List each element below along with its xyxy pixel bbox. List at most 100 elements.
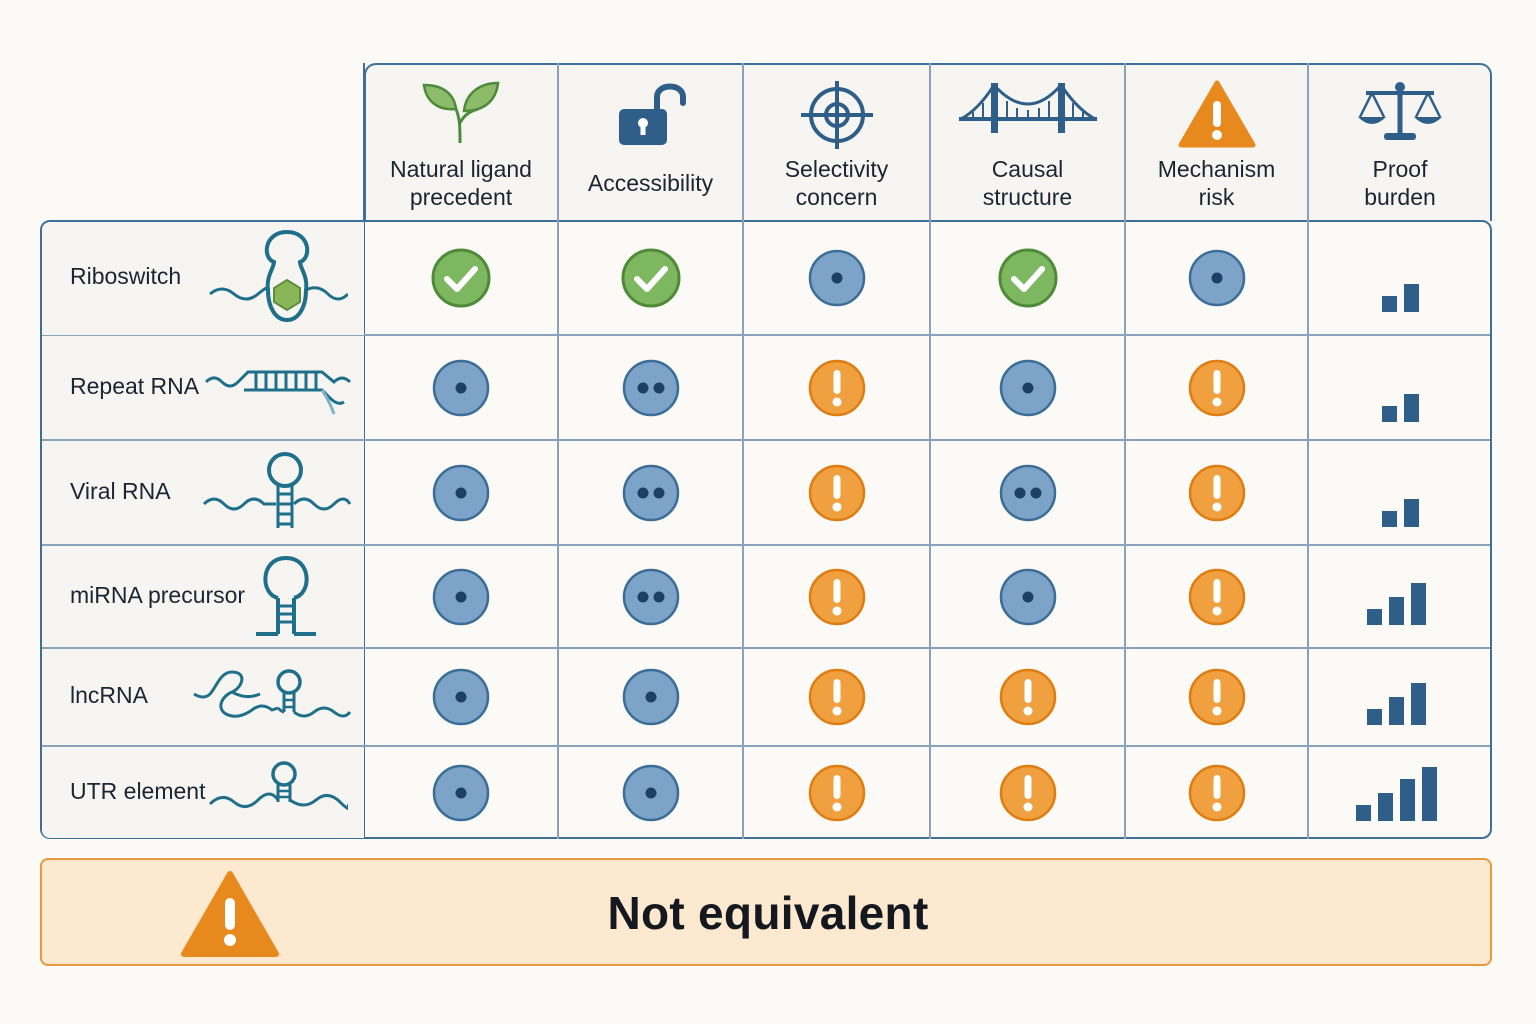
grid-vline xyxy=(363,63,365,839)
single-dot-icon xyxy=(430,357,492,424)
row-label: Repeat RNA xyxy=(70,372,200,399)
row-label: UTR element xyxy=(70,777,206,804)
check-mark-icon xyxy=(430,247,492,314)
viral-rna-glyph xyxy=(202,452,352,537)
grid-vline xyxy=(1307,63,1309,839)
proof-bar xyxy=(1411,582,1426,625)
proof-burden-bars xyxy=(1382,256,1426,317)
grid-vline xyxy=(742,63,744,839)
proof-burden-bars xyxy=(1356,765,1444,826)
single-dot-icon xyxy=(620,666,682,733)
proof-bar xyxy=(1382,405,1397,422)
column-title: Proof burden xyxy=(1364,156,1436,210)
balance-scale-icon xyxy=(1356,79,1444,148)
column-title: Accessibility xyxy=(587,170,714,196)
row-label: miRNA precursor xyxy=(70,581,246,608)
proof-bar xyxy=(1404,283,1419,312)
warning-circle-icon xyxy=(997,762,1059,829)
proof-burden-bars xyxy=(1367,669,1433,730)
column-header-proof: Proof burden xyxy=(1308,63,1492,221)
column-header-access: Accessibility xyxy=(558,63,743,221)
single-dot-icon xyxy=(1186,247,1248,314)
grid-vline xyxy=(929,63,931,839)
double-dot-icon xyxy=(620,566,682,633)
row-label: lncRNA xyxy=(70,682,148,708)
proof-burden-bars xyxy=(1367,569,1433,630)
riboswitch-glyph xyxy=(208,228,350,333)
column-header-select: Selectivity concern xyxy=(743,63,930,221)
row-label-cell xyxy=(42,747,364,838)
column-title: Mechanism risk xyxy=(1157,156,1276,210)
check-mark-icon xyxy=(997,247,1059,314)
warning-circle-icon xyxy=(1186,666,1248,733)
conclusion-banner xyxy=(40,858,1492,966)
warning-circle-icon xyxy=(806,762,868,829)
banner-text: Not equivalent xyxy=(607,887,929,939)
mirna-glyph xyxy=(252,554,322,645)
row-label-cell xyxy=(42,222,364,335)
warning-icon xyxy=(180,870,280,963)
proof-bar xyxy=(1411,683,1426,725)
column-title: Natural ligand precedent xyxy=(390,156,532,210)
grid-vline xyxy=(557,63,559,839)
column-header-mech: Mechanism risk xyxy=(1125,63,1308,221)
double-dot-icon xyxy=(620,462,682,529)
crosshair-icon xyxy=(797,79,877,156)
column-header-causal: Causal structure xyxy=(930,63,1125,221)
warning-circle-icon xyxy=(1186,357,1248,424)
row-label: Viral RNA xyxy=(70,477,171,504)
warning-circle-icon xyxy=(997,666,1059,733)
warning-circle-icon xyxy=(1186,462,1248,529)
proof-bar xyxy=(1422,766,1437,821)
proof-bar xyxy=(1367,608,1382,625)
warning-circle-icon xyxy=(806,462,868,529)
single-dot-icon xyxy=(620,762,682,829)
proof-bar xyxy=(1400,778,1415,821)
grid-hline xyxy=(42,745,1490,747)
row-label-cell xyxy=(42,441,364,544)
warning-circle-icon xyxy=(806,357,868,424)
warning-circle-icon xyxy=(806,666,868,733)
proof-bar xyxy=(1404,393,1419,422)
grid-hline xyxy=(42,544,1490,546)
row-label-cell xyxy=(42,546,364,647)
open-lock-icon xyxy=(613,79,689,152)
grid-hline xyxy=(42,439,1490,441)
utr-glyph xyxy=(208,760,351,825)
proof-bar xyxy=(1382,295,1397,312)
grid-hline xyxy=(42,647,1490,649)
single-dot-icon xyxy=(997,357,1059,424)
row-label-cell xyxy=(42,336,364,439)
check-mark-icon xyxy=(620,247,682,314)
single-dot-icon xyxy=(430,462,492,529)
warning-circle-icon xyxy=(806,566,868,633)
lncrna-glyph xyxy=(192,664,352,739)
bridge-icon xyxy=(957,79,1099,140)
single-dot-icon xyxy=(430,666,492,733)
proof-bar xyxy=(1378,792,1393,821)
column-title: Selectivity concern xyxy=(784,156,889,210)
proof-bar xyxy=(1382,510,1397,527)
single-dot-icon xyxy=(806,247,868,314)
proof-burden-bars xyxy=(1382,366,1426,427)
double-dot-icon xyxy=(620,357,682,424)
single-dot-icon xyxy=(430,762,492,829)
grid-hline xyxy=(42,334,1490,336)
double-dot-icon xyxy=(997,462,1059,529)
proof-burden-bars xyxy=(1382,471,1426,532)
proof-bar xyxy=(1404,498,1419,527)
warning-circle-icon xyxy=(1186,566,1248,633)
row-label: Riboswitch xyxy=(70,262,182,289)
column-title: Causal structure xyxy=(982,156,1073,210)
grid-vline xyxy=(1124,63,1126,839)
column-header-panel xyxy=(364,63,1492,221)
proof-bar xyxy=(1389,596,1404,625)
repeat-rna-glyph xyxy=(204,358,354,423)
sprout-icon xyxy=(416,79,506,150)
proof-bar xyxy=(1356,804,1371,821)
single-dot-icon xyxy=(997,566,1059,633)
warning-circle-icon xyxy=(1186,762,1248,829)
column-header-natural: Natural ligand precedent xyxy=(364,63,558,221)
warning-icon xyxy=(1177,79,1257,154)
